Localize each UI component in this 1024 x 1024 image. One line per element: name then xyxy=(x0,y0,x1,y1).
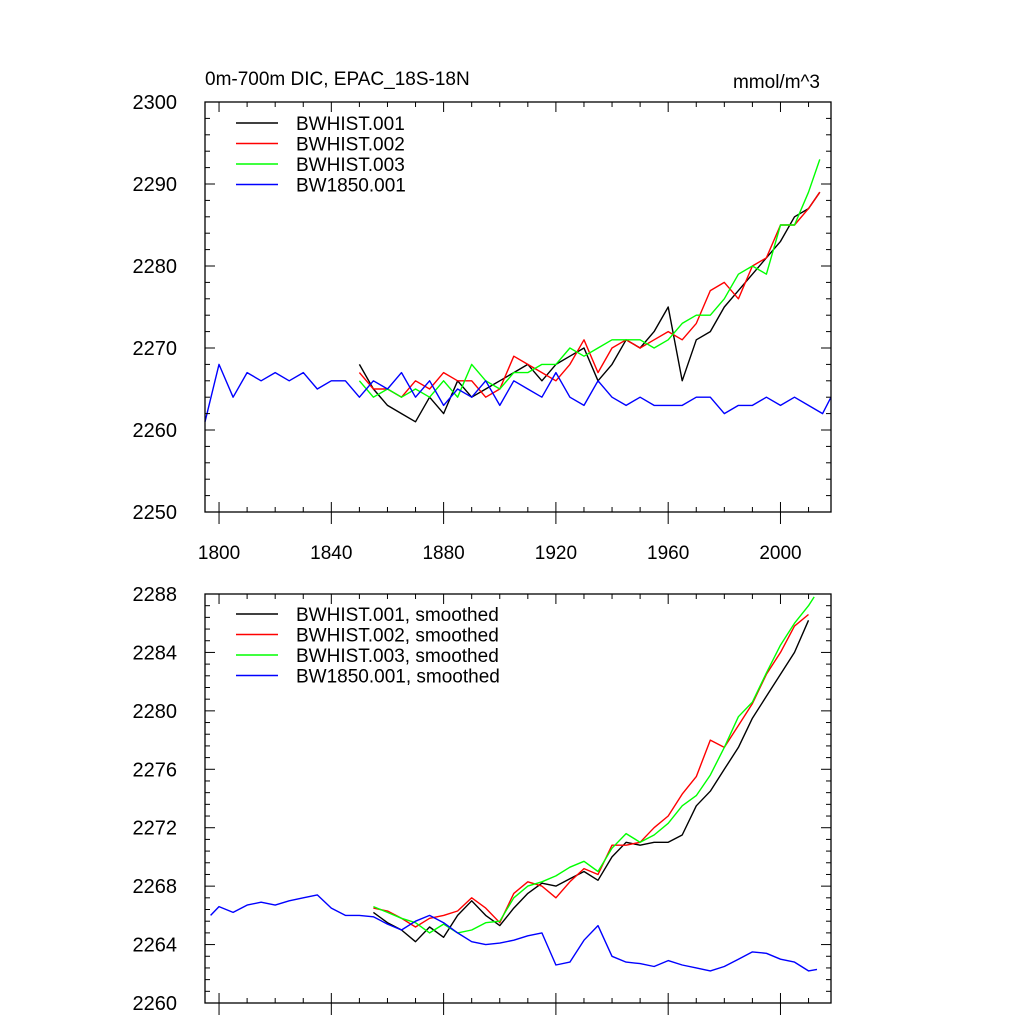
legend-label: BWHIST.003 xyxy=(296,155,405,176)
x-tick-label: 1880 xyxy=(422,543,464,564)
legend-label: BWHIST.002 xyxy=(296,135,405,156)
x-tick-label: 2000 xyxy=(759,543,801,564)
series-line-1-3 xyxy=(210,894,818,972)
y-tick-label: 2288 xyxy=(133,584,178,606)
series-line-1-0 xyxy=(372,620,810,943)
x-tick-label: 1840 xyxy=(310,543,352,564)
legend-label: BWHIST.001, smoothed xyxy=(296,605,499,626)
bottom-plot-frame xyxy=(204,593,832,1004)
series-line-1-2 xyxy=(373,596,815,934)
y-tick-label: 2250 xyxy=(133,502,178,524)
x-tick-label: 1800 xyxy=(198,543,240,564)
y-tick-label: 2260 xyxy=(133,993,178,1015)
y-tick-label: 2280 xyxy=(133,256,178,278)
legend-label: BWHIST.002, smoothed xyxy=(296,626,499,647)
series-line-1-1 xyxy=(373,613,809,928)
legend-label: BWHIST.001 xyxy=(296,114,405,135)
y-tick-label: 2264 xyxy=(133,935,178,957)
x-tick-label: 1960 xyxy=(647,543,689,564)
legend-label: BWHIST.003, smoothed xyxy=(296,646,499,667)
y-tick-label: 2270 xyxy=(133,338,178,360)
y-tick-label: 2300 xyxy=(133,92,178,114)
top-plot-frame xyxy=(204,101,832,513)
series-line-0-0 xyxy=(358,191,821,423)
bottom-panel: 2260 2264 2268 2272 2276 2280 2284 2288 BWHIST.… xyxy=(133,584,832,1015)
y-tick-label: 2290 xyxy=(133,174,178,196)
series-line-0-2 xyxy=(358,159,821,398)
series-line-0-3 xyxy=(204,363,832,422)
y-tick-label: 2272 xyxy=(133,818,178,840)
series-line-0-1 xyxy=(358,191,821,398)
y-tick-label: 2280 xyxy=(133,701,178,723)
top-panel: 0m-700m DIC, EPAC_18S-18N mmol/m^3 1800 1… xyxy=(133,69,832,564)
y-tick-label: 2260 xyxy=(133,420,178,442)
y-tick-label: 2268 xyxy=(133,876,178,898)
top-panel-units: mmol/m^3 xyxy=(733,72,820,93)
top-panel-title: 0m-700m DIC, EPAC_18S-18N xyxy=(205,69,470,90)
y-tick-label: 2284 xyxy=(133,642,178,664)
legend-label: BW1850.001, smoothed xyxy=(296,667,500,688)
x-tick-label: 1920 xyxy=(535,543,577,564)
y-tick-label: 2276 xyxy=(133,759,178,781)
legend-label: BW1850.001 xyxy=(296,176,406,197)
